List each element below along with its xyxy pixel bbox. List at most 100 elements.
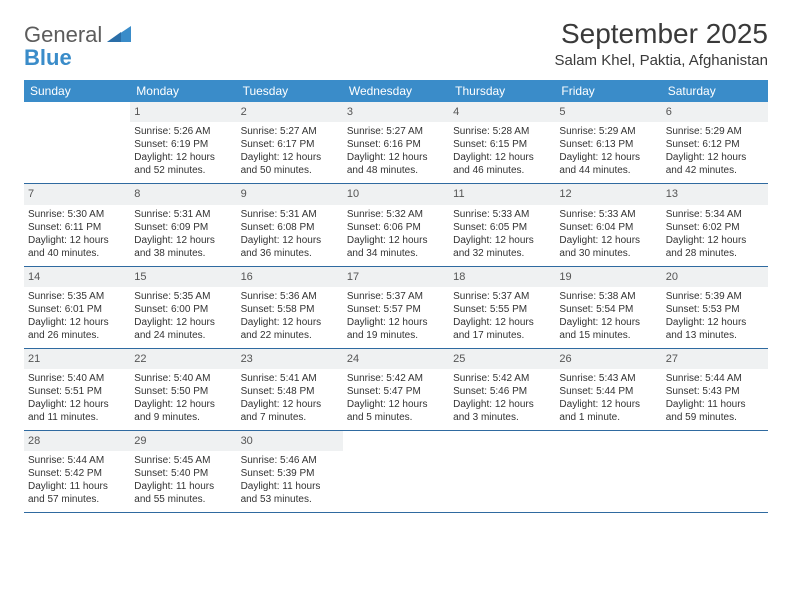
day-number: 20 [662,267,768,287]
sunset-line: Sunset: 6:11 PM [28,221,126,234]
dow-cell: Thursday [449,80,555,102]
day-number: 16 [237,267,343,287]
day-number: 27 [662,349,768,369]
day-number: 15 [130,267,236,287]
day-cell: 29Sunrise: 5:45 AMSunset: 5:40 PMDayligh… [130,431,236,512]
daylight-line: Daylight: 12 hours and 28 minutes. [666,234,764,260]
day-number: 5 [555,102,661,122]
day-number: 11 [449,184,555,204]
day-number: 28 [24,431,130,451]
day-cell: 7Sunrise: 5:30 AMSunset: 6:11 PMDaylight… [24,184,130,265]
daylight-line: Daylight: 12 hours and 24 minutes. [134,316,232,342]
sunrise-line: Sunrise: 5:29 AM [559,125,657,138]
sunrise-line: Sunrise: 5:29 AM [666,125,764,138]
sunset-line: Sunset: 6:01 PM [28,303,126,316]
sunset-line: Sunset: 6:12 PM [666,138,764,151]
day-cell: 20Sunrise: 5:39 AMSunset: 5:53 PMDayligh… [662,267,768,348]
day-number: 24 [343,349,449,369]
dow-cell: Tuesday [237,80,343,102]
sunset-line: Sunset: 6:00 PM [134,303,232,316]
sunset-line: Sunset: 6:17 PM [241,138,339,151]
daylight-line: Daylight: 12 hours and 48 minutes. [347,151,445,177]
day-number: 21 [24,349,130,369]
day-cell: 24Sunrise: 5:42 AMSunset: 5:47 PMDayligh… [343,349,449,430]
day-cell [555,431,661,512]
day-cell: 16Sunrise: 5:36 AMSunset: 5:58 PMDayligh… [237,267,343,348]
day-cell: 13 Sunrise: 5:34 AMSunset: 6:02 PMDayligh… [662,184,768,265]
daylight-line: Daylight: 12 hours and 1 minute. [559,398,657,424]
sunset-line: Sunset: 6:06 PM [347,221,445,234]
sunset-line: Sunset: 6:04 PM [559,221,657,234]
day-cell: 2Sunrise: 5:27 AMSunset: 6:17 PMDaylight… [237,102,343,183]
day-number: 8 [130,184,236,204]
day-number: 22 [130,349,236,369]
sunset-line: Sunset: 5:44 PM [559,385,657,398]
day-cell: 17Sunrise: 5:37 AMSunset: 5:57 PMDayligh… [343,267,449,348]
daylight-line: Daylight: 11 hours and 57 minutes. [28,480,126,506]
weeks-container: 1Sunrise: 5:26 AMSunset: 6:19 PMDaylight… [24,102,768,513]
dow-cell: Monday [130,80,236,102]
sunrise-line: Sunrise: 5:31 AM [134,208,232,221]
day-number: 19 [555,267,661,287]
daylight-line: Daylight: 12 hours and 30 minutes. [559,234,657,260]
daylight-line: Daylight: 12 hours and 34 minutes. [347,234,445,260]
sunrise-line: Sunrise: 5:27 AM [241,125,339,138]
sunset-line: Sunset: 5:54 PM [559,303,657,316]
day-cell: 28Sunrise: 5:44 AMSunset: 5:42 PMDayligh… [24,431,130,512]
day-cell: 15 Sunrise: 5:35 AMSunset: 6:00 PMDayligh… [130,267,236,348]
sunrise-line: Sunrise: 5:33 AM [453,208,551,221]
day-number: 17 [343,267,449,287]
sunrise-line: Sunrise: 5:37 AM [453,290,551,303]
daylight-line: Daylight: 12 hours and 13 minutes. [666,316,764,342]
day-cell: 9Sunrise: 5:31 AMSunset: 6:08 PMDaylight… [237,184,343,265]
day-cell: 10Sunrise: 5:32 AMSunset: 6:06 PMDayligh… [343,184,449,265]
sunset-line: Sunset: 5:46 PM [453,385,551,398]
sunrise-line: Sunrise: 5:37 AM [347,290,445,303]
daylight-line: Daylight: 12 hours and 5 minutes. [347,398,445,424]
sunset-line: Sunset: 5:43 PM [666,385,764,398]
sunset-line: Sunset: 6:19 PM [134,138,232,151]
sunset-line: Sunset: 5:57 PM [347,303,445,316]
day-cell: 1Sunrise: 5:26 AMSunset: 6:19 PMDaylight… [130,102,236,183]
sunset-line: Sunset: 6:08 PM [241,221,339,234]
day-cell: 18Sunrise: 5:37 AMSunset: 5:55 PMDayligh… [449,267,555,348]
day-cell: 5Sunrise: 5:29 AMSunset: 6:13 PMDaylight… [555,102,661,183]
sunrise-line: Sunrise: 5:34 AM [666,208,764,221]
day-cell: 22Sunrise: 5:40 AMSunset: 5:50 PMDayligh… [130,349,236,430]
daylight-line: Daylight: 12 hours and 15 minutes. [559,316,657,342]
day-number: 9 [237,184,343,204]
day-number: 23 [237,349,343,369]
sunset-line: Sunset: 5:50 PM [134,385,232,398]
sunrise-line: Sunrise: 5:39 AM [666,290,764,303]
daylight-line: Daylight: 11 hours and 53 minutes. [241,480,339,506]
sunrise-line: Sunrise: 5:28 AM [453,125,551,138]
day-number: 14 [24,267,130,287]
day-cell: 26Sunrise: 5:43 AMSunset: 5:44 PMDayligh… [555,349,661,430]
day-cell: 12Sunrise: 5:33 AMSunset: 6:04 PMDayligh… [555,184,661,265]
day-cell [662,431,768,512]
day-number: 29 [130,431,236,451]
day-cell: 19 Sunrise: 5:38 AMSunset: 5:54 PMDayligh… [555,267,661,348]
dow-cell: Sunday [24,80,130,102]
sunset-line: Sunset: 5:40 PM [134,467,232,480]
sunrise-line: Sunrise: 5:42 AM [347,372,445,385]
day-number: 18 [449,267,555,287]
sunrise-line: Sunrise: 5:35 AM [134,290,232,303]
sunrise-line: Sunrise: 5:36 AM [241,290,339,303]
sunset-line: Sunset: 5:42 PM [28,467,126,480]
day-number: 10 [343,184,449,204]
sunset-line: Sunset: 6:02 PM [666,221,764,234]
day-number: 13 [662,184,768,204]
sunset-line: Sunset: 5:39 PM [241,467,339,480]
sunrise-line: Sunrise: 5:40 AM [134,372,232,385]
day-cell: 8Sunrise: 5:31 AMSunset: 6:09 PMDaylight… [130,184,236,265]
week-row: 28Sunrise: 5:44 AMSunset: 5:42 PMDayligh… [24,431,768,513]
sunrise-line: Sunrise: 5:38 AM [559,290,657,303]
sunset-line: Sunset: 6:13 PM [559,138,657,151]
logo: General Blue [24,18,131,70]
sunset-line: Sunset: 5:58 PM [241,303,339,316]
day-number: 2 [237,102,343,122]
title-block: September 2025 Salam Khel, Paktia, Afgha… [555,18,768,69]
logo-word1: General [24,22,102,47]
day-cell: 4Sunrise: 5:28 AMSunset: 6:15 PMDaylight… [449,102,555,183]
